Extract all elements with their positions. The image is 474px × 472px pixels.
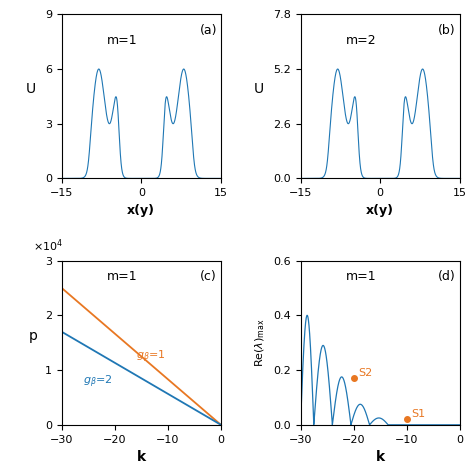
Y-axis label: p: p (29, 329, 38, 343)
Text: $\times10^4$: $\times10^4$ (33, 237, 63, 254)
Text: m=2: m=2 (346, 34, 376, 47)
Text: (a): (a) (200, 24, 217, 37)
Text: m=1: m=1 (107, 34, 137, 47)
Y-axis label: U: U (254, 82, 264, 96)
Text: m=1: m=1 (346, 270, 376, 283)
Text: S2: S2 (358, 368, 372, 378)
Text: $g_{\beta}$=1: $g_{\beta}$=1 (136, 348, 165, 365)
Text: m=1: m=1 (107, 270, 137, 283)
Y-axis label: U: U (26, 82, 36, 96)
Text: (b): (b) (438, 24, 456, 37)
X-axis label: x(y): x(y) (127, 204, 155, 217)
X-axis label: k: k (137, 450, 146, 464)
X-axis label: x(y): x(y) (366, 204, 394, 217)
Text: $g_{\beta}$=2: $g_{\beta}$=2 (83, 373, 112, 389)
Y-axis label: Re($\lambda$)$_{\rm max}$: Re($\lambda$)$_{\rm max}$ (254, 318, 267, 367)
Text: (c): (c) (200, 270, 217, 283)
Text: S1: S1 (411, 409, 425, 419)
X-axis label: k: k (375, 450, 385, 464)
Text: (d): (d) (438, 270, 456, 283)
